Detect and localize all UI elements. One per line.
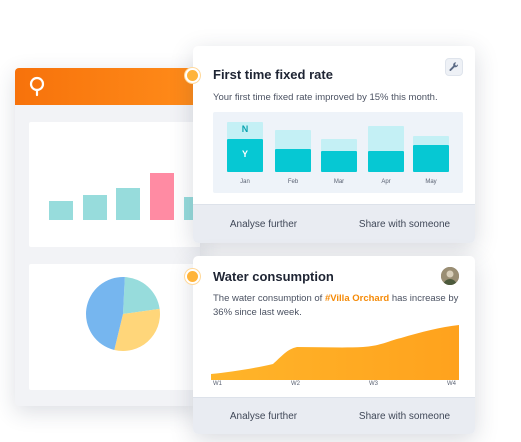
location-highlight[interactable]: #Villa Orchard [324,293,390,304]
yes-label: Y [241,149,248,159]
analyse-further-button[interactable]: Analyse further [229,218,298,230]
fixed-rate-bar-chart: Jan N Y Feb Mar Apr May [213,112,463,193]
bar-yes-segment[interactable] [368,151,404,172]
bar-no-segment[interactable] [227,122,263,139]
connector-dot [185,269,200,284]
wrench-icon[interactable] [445,58,463,76]
card-title: First time fixed rate [213,67,333,82]
bar-no-segment[interactable] [413,136,449,145]
bar-no-segment[interactable] [368,126,404,151]
share-with-someone-button[interactable]: Share with someone [358,410,451,422]
month-label: Mar [333,179,345,185]
card-title: Water consumption [213,269,334,284]
card-description: Your first time fixed rate improved by 1… [213,92,438,103]
bar-yes-segment[interactable] [275,149,311,172]
week-label: W2 [291,381,300,387]
consumption-area [211,325,459,380]
pie-slice [85,277,125,350]
share-with-someone-button[interactable]: Share with someone [358,218,451,230]
pie-slice [114,308,160,351]
background-dashboard [15,68,200,406]
pie-slice [123,277,160,314]
bar-yes-segment[interactable] [413,145,449,172]
dashboard-header [15,68,200,105]
bar-chart-panel [29,122,200,247]
bar-no-segment[interactable] [275,130,311,149]
pie-chart [85,277,160,351]
desc-suffix: has increase by 36% since last week. [213,293,459,318]
background-bar [83,195,107,220]
week-label: W4 [447,381,456,387]
background-bar [49,201,73,220]
water-area-chart [211,325,459,380]
user-avatar-icon [441,267,459,285]
week-label: W3 [369,381,378,387]
connector-dot [185,68,200,83]
bulb-icon [29,76,45,97]
bar-yes-segment[interactable] [227,139,263,172]
month-label: Feb [287,179,299,185]
water-consumption-card: Water consumption The water consumption … [193,256,475,434]
pie-chart-panel [29,264,200,390]
month-label: May [425,179,437,185]
background-bar [150,173,174,220]
desc-prefix: The water consumption of [213,293,325,304]
week-label: W1 [213,381,222,387]
month-label: Jan [240,179,250,185]
card-description: The water consumption of #Villa Orchard … [213,292,461,320]
month-label: Apr [381,179,391,185]
background-bar [116,188,140,220]
card-footer: Analyse further Share with someone [193,397,475,434]
card-footer: Analyse further Share with someone [193,204,475,243]
bar-yes-segment[interactable] [321,151,357,172]
analyse-further-button[interactable]: Analyse further [229,410,298,422]
first-time-fixed-rate-card: First time fixed rate Your first time fi… [193,46,475,243]
bar-no-segment[interactable] [321,139,357,151]
no-label: N [241,124,249,134]
